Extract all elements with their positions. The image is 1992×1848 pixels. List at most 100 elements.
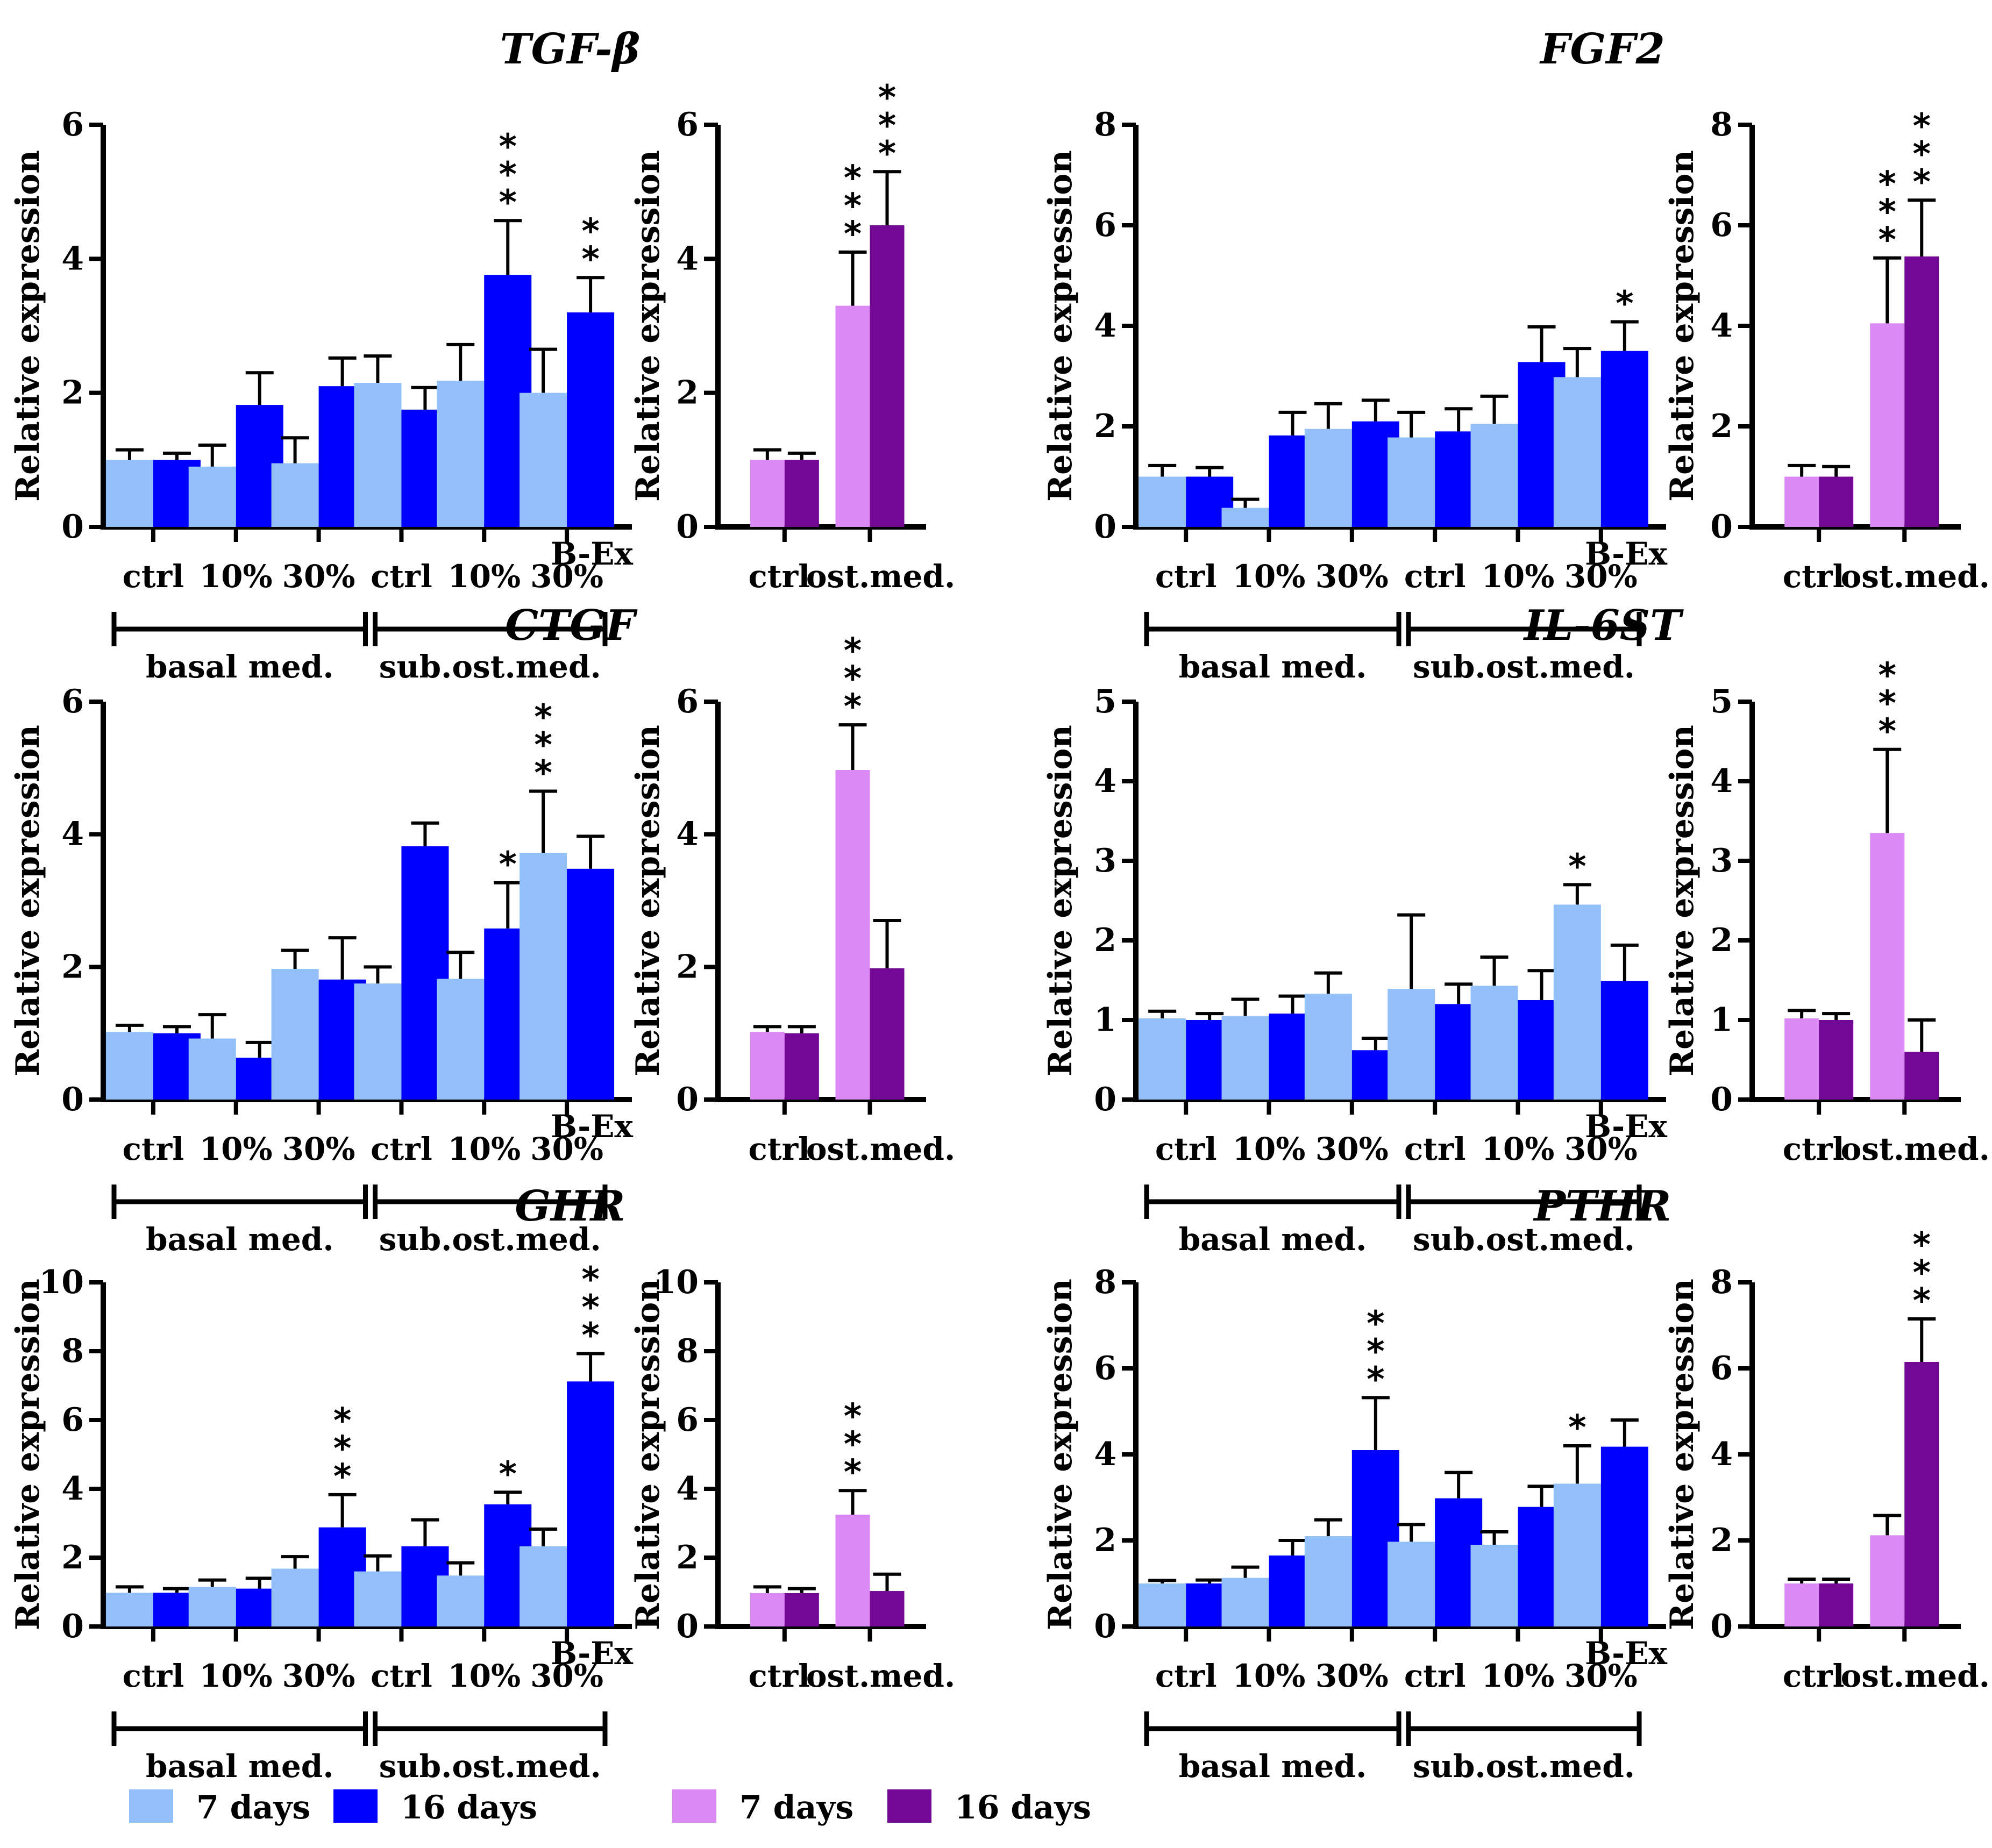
y-tick-label: 0 [1094, 1081, 1116, 1118]
y-tick-label: 8 [1710, 1264, 1733, 1301]
y-tick-label: 0 [1710, 1081, 1733, 1118]
bar-7-days [188, 1038, 236, 1100]
significance-star: * [1879, 192, 1896, 232]
bar-7-days [1388, 437, 1435, 527]
legend-item: 7 days [129, 1789, 310, 1826]
bar-16-days [567, 868, 615, 1100]
significance-star: * [534, 698, 552, 738]
bar-7-days [1388, 989, 1435, 1100]
y-tick-label: 4 [1094, 307, 1116, 345]
y-tick-label: 6 [1710, 1350, 1733, 1387]
group-bracket [1144, 612, 1401, 646]
group-bracket [111, 612, 368, 646]
y-tick-label: 2 [1094, 408, 1116, 445]
group-bracket [1144, 1185, 1401, 1219]
significance-star: * [499, 845, 517, 885]
bar-7-days [1870, 323, 1905, 527]
bar-16-days [567, 1381, 615, 1626]
bar-7-days [835, 305, 870, 527]
y-tick-label: 8 [61, 1332, 84, 1370]
bar-7-days [354, 382, 402, 527]
group-label: basal med. [1179, 1748, 1367, 1785]
group-label: sub.ost.med. [1413, 648, 1635, 685]
bar-16-days [1904, 256, 1939, 527]
group-bracket [373, 1711, 608, 1746]
x-tick-label: ctrl [1155, 1131, 1217, 1167]
significance-star: * [844, 687, 862, 727]
y-tick-label: 8 [676, 1332, 699, 1370]
bar-7-days [437, 381, 485, 527]
significance-star: * [1568, 847, 1586, 887]
significance-star: * [534, 726, 552, 766]
chart-title: IL-6ST [1523, 601, 1684, 650]
x-tick-label: ctrl [1404, 1131, 1466, 1167]
x-tick-label: 10% [1233, 1131, 1306, 1167]
significance-star: * [333, 1401, 351, 1441]
x-tick-label: 10% [1482, 1131, 1555, 1167]
significance-star: * [1367, 1360, 1384, 1400]
x-tick-label: ost.med. [806, 1131, 955, 1167]
significance-star: * [844, 215, 862, 254]
x-tick-label: ctrl [748, 1658, 810, 1694]
bar-7-days [1553, 1483, 1601, 1626]
x-tick-label: ost.med. [1841, 1131, 1990, 1167]
bar-7-days [1139, 476, 1186, 527]
y-axis-label: Relative expression [629, 150, 667, 502]
legend-label: 16 days [955, 1789, 1091, 1826]
bar-16-days [1819, 1583, 1854, 1626]
x-tick-label: 10% [200, 1131, 273, 1167]
y-tick-label: 2 [61, 1539, 84, 1576]
y-tick-label: 10 [654, 1264, 699, 1301]
group-label: sub.ost.med. [379, 1221, 601, 1258]
significance-star: * [878, 106, 896, 146]
legend-label: 7 days [739, 1789, 853, 1826]
y-tick-label: 2 [1710, 1522, 1733, 1559]
legend-swatch [129, 1789, 173, 1823]
bar-7-days [520, 853, 567, 1100]
y-tick-label: 2 [61, 374, 84, 412]
x-tick-label: ost.med. [1841, 1658, 1990, 1694]
x-tick-label: ctrl [123, 558, 184, 595]
significance-star: * [534, 754, 552, 794]
x-tick-label: 30% [1564, 1131, 1638, 1167]
significance-star: * [1913, 1281, 1931, 1321]
significance-star: * [333, 1429, 351, 1469]
bar-7-days [1139, 1583, 1186, 1626]
y-tick-label: 0 [61, 1608, 84, 1645]
bar-16-days [1819, 476, 1854, 527]
x-tick-label: 10% [1233, 558, 1306, 595]
x-tick-label: ctrl [1783, 558, 1845, 595]
axes [1749, 702, 1961, 1102]
y-tick-label: 2 [61, 948, 84, 986]
y-tick-label: 5 [1094, 683, 1116, 720]
y-tick-label: 4 [1710, 762, 1733, 800]
x-tick-label: 10% [200, 1658, 273, 1694]
y-tick-label: 6 [676, 106, 699, 144]
bar-16-days [784, 1593, 819, 1626]
bar-16-days [1904, 1052, 1939, 1100]
significance-star: * [1879, 165, 1896, 204]
y-axis-label: Relative expression [629, 1279, 667, 1630]
y-axis-label: Relative expression [1663, 725, 1701, 1076]
significance-star: * [1879, 712, 1896, 752]
x-tick-label: 30% [282, 1131, 355, 1167]
group-bracket [373, 612, 608, 646]
x-tick-label: 10% [447, 558, 521, 595]
legend: 7 days 16 days 7 days 16 days [129, 1789, 1091, 1826]
bar-16-days [1819, 1020, 1854, 1100]
significance-star: * [1879, 220, 1896, 260]
group-label: basal med. [146, 1221, 334, 1258]
x-tick-label: 10% [1482, 1658, 1555, 1694]
significance-star: * [1879, 656, 1896, 696]
legend-item: 16 days [333, 1789, 537, 1826]
x-tick-label: 30% [530, 1658, 603, 1694]
group-label: sub.ost.med. [379, 1748, 601, 1785]
legend-swatch [887, 1789, 931, 1823]
bar-16-days [1904, 1362, 1939, 1626]
bar-7-days [1139, 1018, 1186, 1100]
y-tick-label: 4 [1094, 1436, 1116, 1473]
bar-7-days [520, 1546, 567, 1626]
chart-title: FGF2 [1539, 25, 1665, 74]
